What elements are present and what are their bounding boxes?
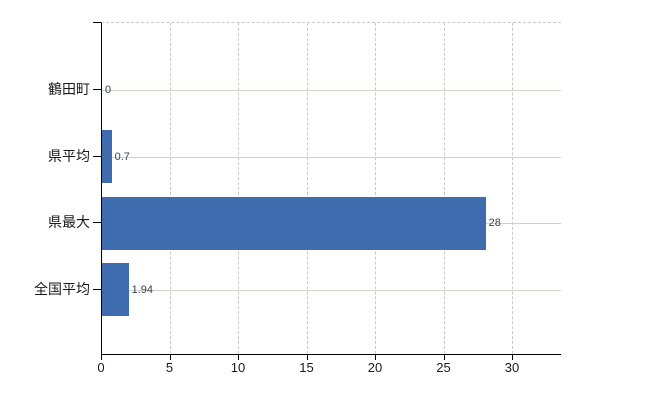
x-tick-label: 20 <box>367 360 383 375</box>
category-label: 県最大 <box>48 214 90 230</box>
x-tick-mark <box>443 354 445 360</box>
x-gridline <box>375 23 377 354</box>
x-tick-label: 30 <box>504 360 520 375</box>
x-tick-mark <box>169 354 171 360</box>
category-gridline <box>102 90 561 91</box>
category-gridline <box>102 289 561 291</box>
y-tick-mark <box>93 155 101 157</box>
x-tick-label: 5 <box>165 360 174 375</box>
x-gridline <box>238 23 239 354</box>
y-axis-end-tick <box>93 22 101 23</box>
x-tick-mark <box>101 354 102 360</box>
bar <box>102 263 129 316</box>
y-tick-mark <box>93 222 101 223</box>
category-label: 全国平均 <box>34 280 90 297</box>
x-tick-mark <box>375 354 377 360</box>
value-label: 1.94 <box>131 283 153 296</box>
value-label: 0 <box>105 84 112 96</box>
x-tick-label: 10 <box>230 360 246 375</box>
x-gridline <box>169 23 171 354</box>
x-tick-label: 15 <box>299 360 314 375</box>
value-label: 0.7 <box>114 150 130 163</box>
x-tick-mark <box>238 354 239 360</box>
x-gridline <box>306 23 308 354</box>
y-tick-mark <box>93 288 101 290</box>
plot-area: 0 0.7 28 1.94 <box>101 22 561 355</box>
value-label: 28 <box>488 217 501 229</box>
x-tick-mark <box>512 354 514 360</box>
x-gridline <box>443 23 445 354</box>
bar <box>102 130 112 183</box>
x-tick-label: 0 <box>97 360 105 375</box>
category-gridline <box>102 156 561 158</box>
x-tick-mark <box>306 354 308 360</box>
category-label: 鶴田町 <box>48 81 90 97</box>
x-gridline <box>512 23 514 354</box>
y-tick-mark <box>93 89 101 90</box>
bar <box>102 196 486 250</box>
category-label: 県平均 <box>48 147 90 164</box>
x-tick-label: 25 <box>436 360 451 375</box>
